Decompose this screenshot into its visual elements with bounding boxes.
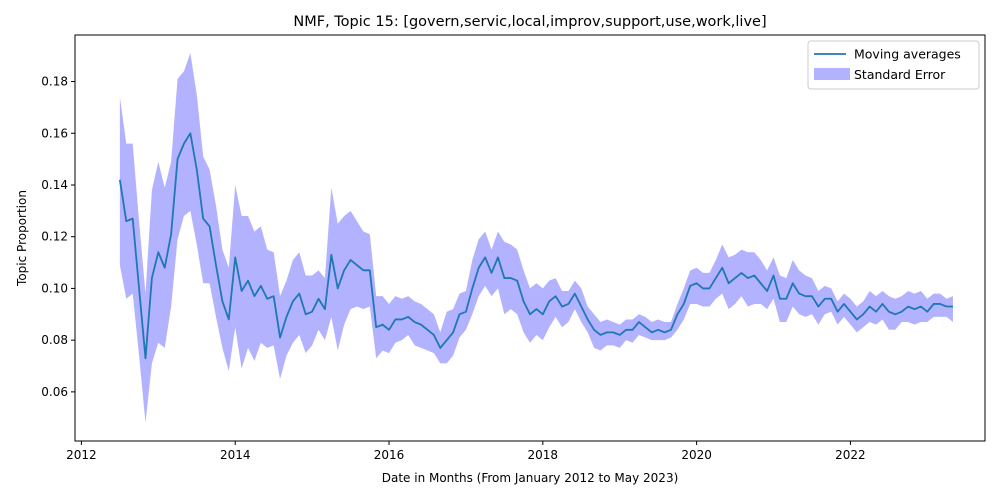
legend-label-moving-averages: Moving averages bbox=[854, 47, 961, 62]
plot-frame bbox=[74, 34, 986, 442]
x-axis-label: Date in Months (From January 2012 to May… bbox=[382, 471, 679, 485]
chart-title: NMF, Topic 15: [govern,servic,local,impr… bbox=[293, 14, 766, 30]
x-tick-label: 2014 bbox=[220, 448, 251, 462]
y-tick-label: 0.14 bbox=[41, 178, 68, 192]
y-tick-label: 0.16 bbox=[41, 126, 68, 140]
legend: Moving averages Standard Error bbox=[807, 40, 980, 90]
y-tick-label: 0.18 bbox=[41, 75, 68, 89]
x-tick-label: 2020 bbox=[681, 448, 712, 462]
x-tick-label: 2012 bbox=[66, 448, 97, 462]
moving-average-line-layer bbox=[118, 132, 953, 360]
y-tick-label: 0.06 bbox=[41, 385, 68, 399]
moving-averages-line bbox=[118, 132, 953, 360]
y-axis-ticks: 0.06 0.08 0.10 0.12 0.14 0.16 0.18 bbox=[41, 75, 75, 399]
x-tick-label: 2018 bbox=[528, 448, 559, 462]
x-axis-ticks: 2012 2014 2016 2018 2020 2022 bbox=[66, 441, 866, 462]
x-tick-label: 2022 bbox=[835, 448, 866, 462]
y-tick-label: 0.10 bbox=[41, 281, 68, 295]
standard-error-band-layer bbox=[119, 53, 953, 423]
standard-error-band bbox=[119, 53, 953, 423]
x-tick-label: 2016 bbox=[374, 448, 405, 462]
y-tick-label: 0.12 bbox=[41, 230, 68, 244]
y-axis-label: Topic Proportion bbox=[15, 190, 29, 287]
legend-band-swatch bbox=[814, 68, 850, 80]
legend-box bbox=[807, 40, 980, 90]
legend-label-standard-error: Standard Error bbox=[854, 67, 946, 82]
y-tick-label: 0.08 bbox=[41, 333, 68, 347]
